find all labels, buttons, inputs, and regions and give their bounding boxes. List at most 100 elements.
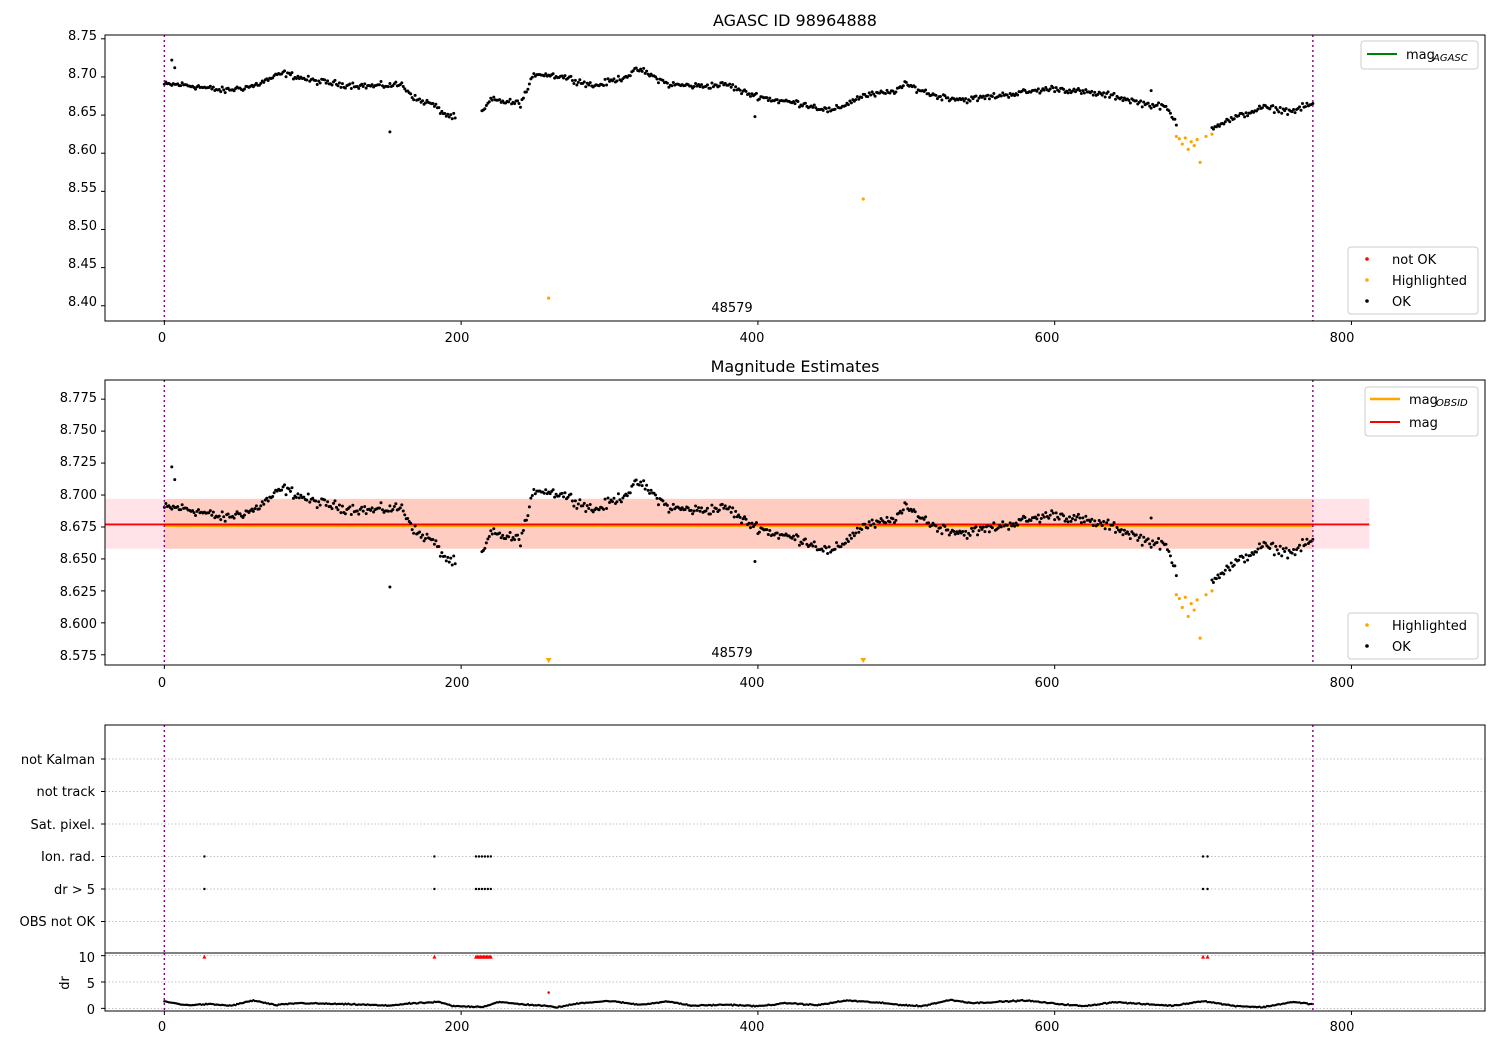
ok-point <box>572 82 576 86</box>
p2-xtick-label: 200 <box>445 676 470 691</box>
ok-point <box>266 79 270 83</box>
ok-point <box>490 98 494 102</box>
ok-point <box>878 91 882 95</box>
ok-point <box>527 82 531 86</box>
ok-point <box>827 106 831 110</box>
p3-x-tick-labels: 0 200 400 600 800 <box>158 1020 1355 1035</box>
dr-ytick-label: 0 <box>87 1003 95 1018</box>
ok-point <box>1151 539 1155 543</box>
ok-point <box>1139 99 1143 103</box>
ok-point <box>253 507 257 511</box>
ok-point <box>315 506 319 510</box>
ok-point <box>318 503 322 507</box>
ok-point <box>981 94 985 98</box>
ok-point <box>934 524 938 528</box>
ok-point <box>765 528 769 532</box>
ok-point <box>986 524 990 528</box>
ok-point <box>924 88 928 92</box>
ok-point <box>1257 104 1261 108</box>
ok-point <box>1066 91 1070 95</box>
ok-point <box>891 89 895 93</box>
ok-point <box>557 494 561 498</box>
ok-point <box>793 102 797 106</box>
ok-point <box>987 530 991 534</box>
ok-point <box>516 533 520 537</box>
highlighted-point <box>1177 137 1181 141</box>
ok-point <box>731 83 735 87</box>
ok-point <box>974 94 978 98</box>
ok-point <box>339 511 343 515</box>
ok-point <box>689 508 693 512</box>
ok-point <box>965 536 969 540</box>
ok-point <box>777 536 781 540</box>
ok-point <box>440 551 444 555</box>
ok-point <box>603 77 607 81</box>
ok-point <box>318 81 322 85</box>
ok-point <box>618 498 622 502</box>
ok-point <box>223 91 227 95</box>
ok-point <box>922 517 926 521</box>
ok-point <box>708 86 712 90</box>
ok-point <box>1039 517 1043 521</box>
ok-point <box>1217 576 1221 580</box>
ok-point <box>1068 88 1072 92</box>
ok-point <box>326 500 330 504</box>
ok-point <box>349 512 353 516</box>
ok-point <box>1286 556 1290 560</box>
ok-point <box>1274 106 1278 110</box>
ok-point <box>1260 545 1264 549</box>
ok-point <box>386 509 390 513</box>
ok-point <box>569 74 573 78</box>
ok-point <box>290 71 294 75</box>
ok-point <box>821 108 825 112</box>
ok-point <box>1036 87 1040 91</box>
ok-point <box>1149 545 1153 549</box>
ok-point <box>291 496 295 500</box>
ok-point <box>869 523 873 527</box>
ok-point <box>1228 120 1232 124</box>
ok-point <box>1151 102 1155 106</box>
ok-point <box>173 66 177 70</box>
ok-point <box>743 515 747 519</box>
ok-point <box>388 130 392 134</box>
ok-point <box>570 78 574 82</box>
p2-xtick-label: 0 <box>158 676 166 691</box>
ok-point <box>1278 544 1282 548</box>
ok-point <box>413 524 417 528</box>
ok-point <box>855 95 859 99</box>
ok-point <box>1298 105 1302 109</box>
ok-point <box>323 498 327 502</box>
ok-point <box>1082 520 1086 524</box>
ok-point <box>809 542 813 546</box>
ok-point <box>437 544 441 548</box>
ok-point <box>418 530 422 534</box>
ok-point <box>548 492 552 496</box>
ok-point <box>852 534 856 538</box>
ok-point <box>796 100 800 104</box>
p1-ytick-label: 8.55 <box>68 181 97 196</box>
ok-point <box>562 495 566 499</box>
ok-point <box>728 82 732 86</box>
ok-point <box>284 75 288 79</box>
ok-point <box>1091 93 1095 97</box>
ok-point <box>1284 546 1288 550</box>
ok-point <box>913 510 917 514</box>
ok-point <box>927 521 931 525</box>
legend-label-mag-obsid: mag <box>1409 393 1438 408</box>
ok-point <box>484 103 488 107</box>
highlighted-point <box>1198 636 1202 640</box>
legend-marker-not-ok <box>1365 257 1369 261</box>
ok-point <box>179 508 183 512</box>
ok-point <box>1039 89 1043 93</box>
ok-point <box>1011 522 1015 526</box>
ok-point <box>232 516 236 520</box>
ok-point <box>357 86 361 90</box>
ok-point <box>1226 565 1230 569</box>
ok-point <box>1229 561 1233 565</box>
ok-point <box>867 91 871 95</box>
ok-point <box>671 81 675 85</box>
ok-point <box>1048 513 1052 517</box>
ok-point <box>1136 538 1140 542</box>
legend-marker-ok <box>1365 299 1369 303</box>
ok-point <box>915 519 919 523</box>
